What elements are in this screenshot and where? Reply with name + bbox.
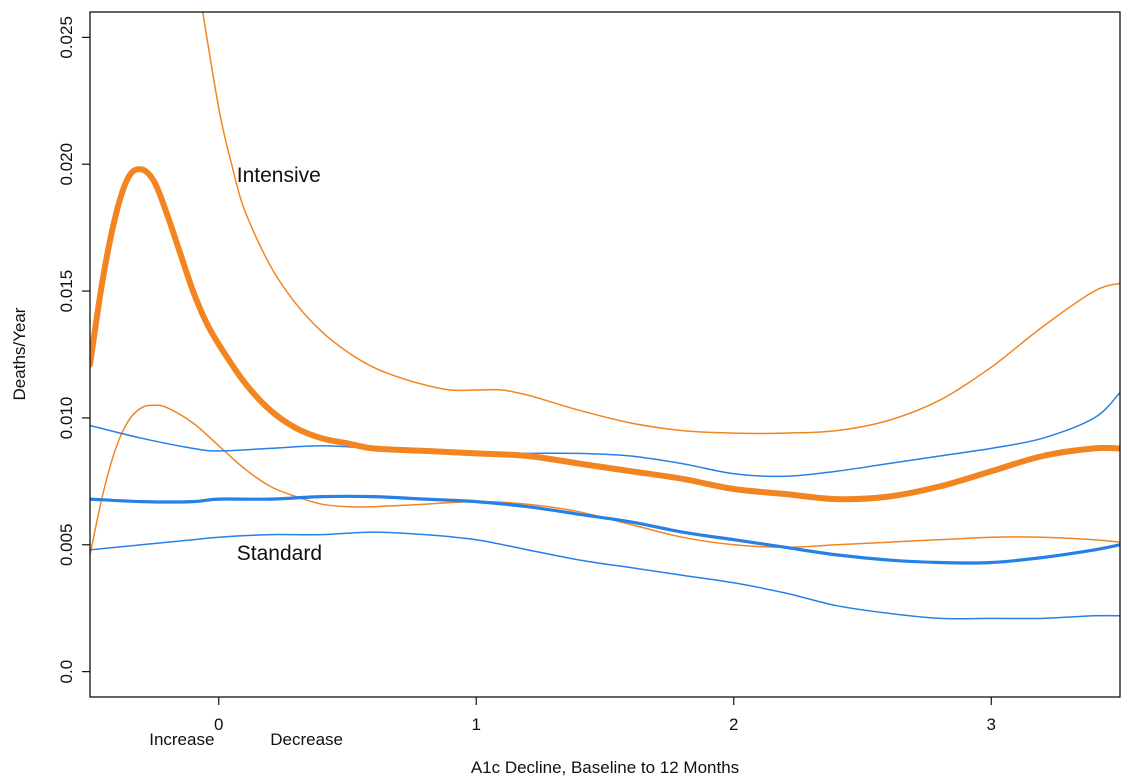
y-tick-label: 0.025 [57,16,76,59]
y-axis: 0.0 0.005 0.010 0.015 0.020 0.025 [57,16,90,683]
series-line-intensive-upper [201,0,1120,433]
x-tick-label: 3 [987,715,996,734]
chart-curves [90,0,1120,619]
y-tick-label: 0.005 [57,524,76,567]
annotation-intensive: Intensive [237,164,321,187]
annotation-decrease: Decrease [270,730,343,749]
series-line-standard-upper [90,393,1120,477]
y-tick-label: 0.0 [57,660,76,684]
y-tick-label: 0.015 [57,270,76,313]
x-tick-label: 0 [214,715,223,734]
x-tick-label: 1 [472,715,481,734]
plot-frame [90,12,1120,697]
x-axis: 0 1 2 3 [214,697,996,734]
x-tick-label: 2 [729,715,738,734]
y-tick-label: 0.010 [57,397,76,440]
x-axis-title: A1c Decline, Baseline to 12 Months [471,758,739,777]
y-axis-title: Deaths/Year [10,307,29,400]
annotation-standard: Standard [237,542,322,565]
y-tick-label: 0.020 [57,143,76,186]
annotation-increase: Increase [149,730,214,749]
